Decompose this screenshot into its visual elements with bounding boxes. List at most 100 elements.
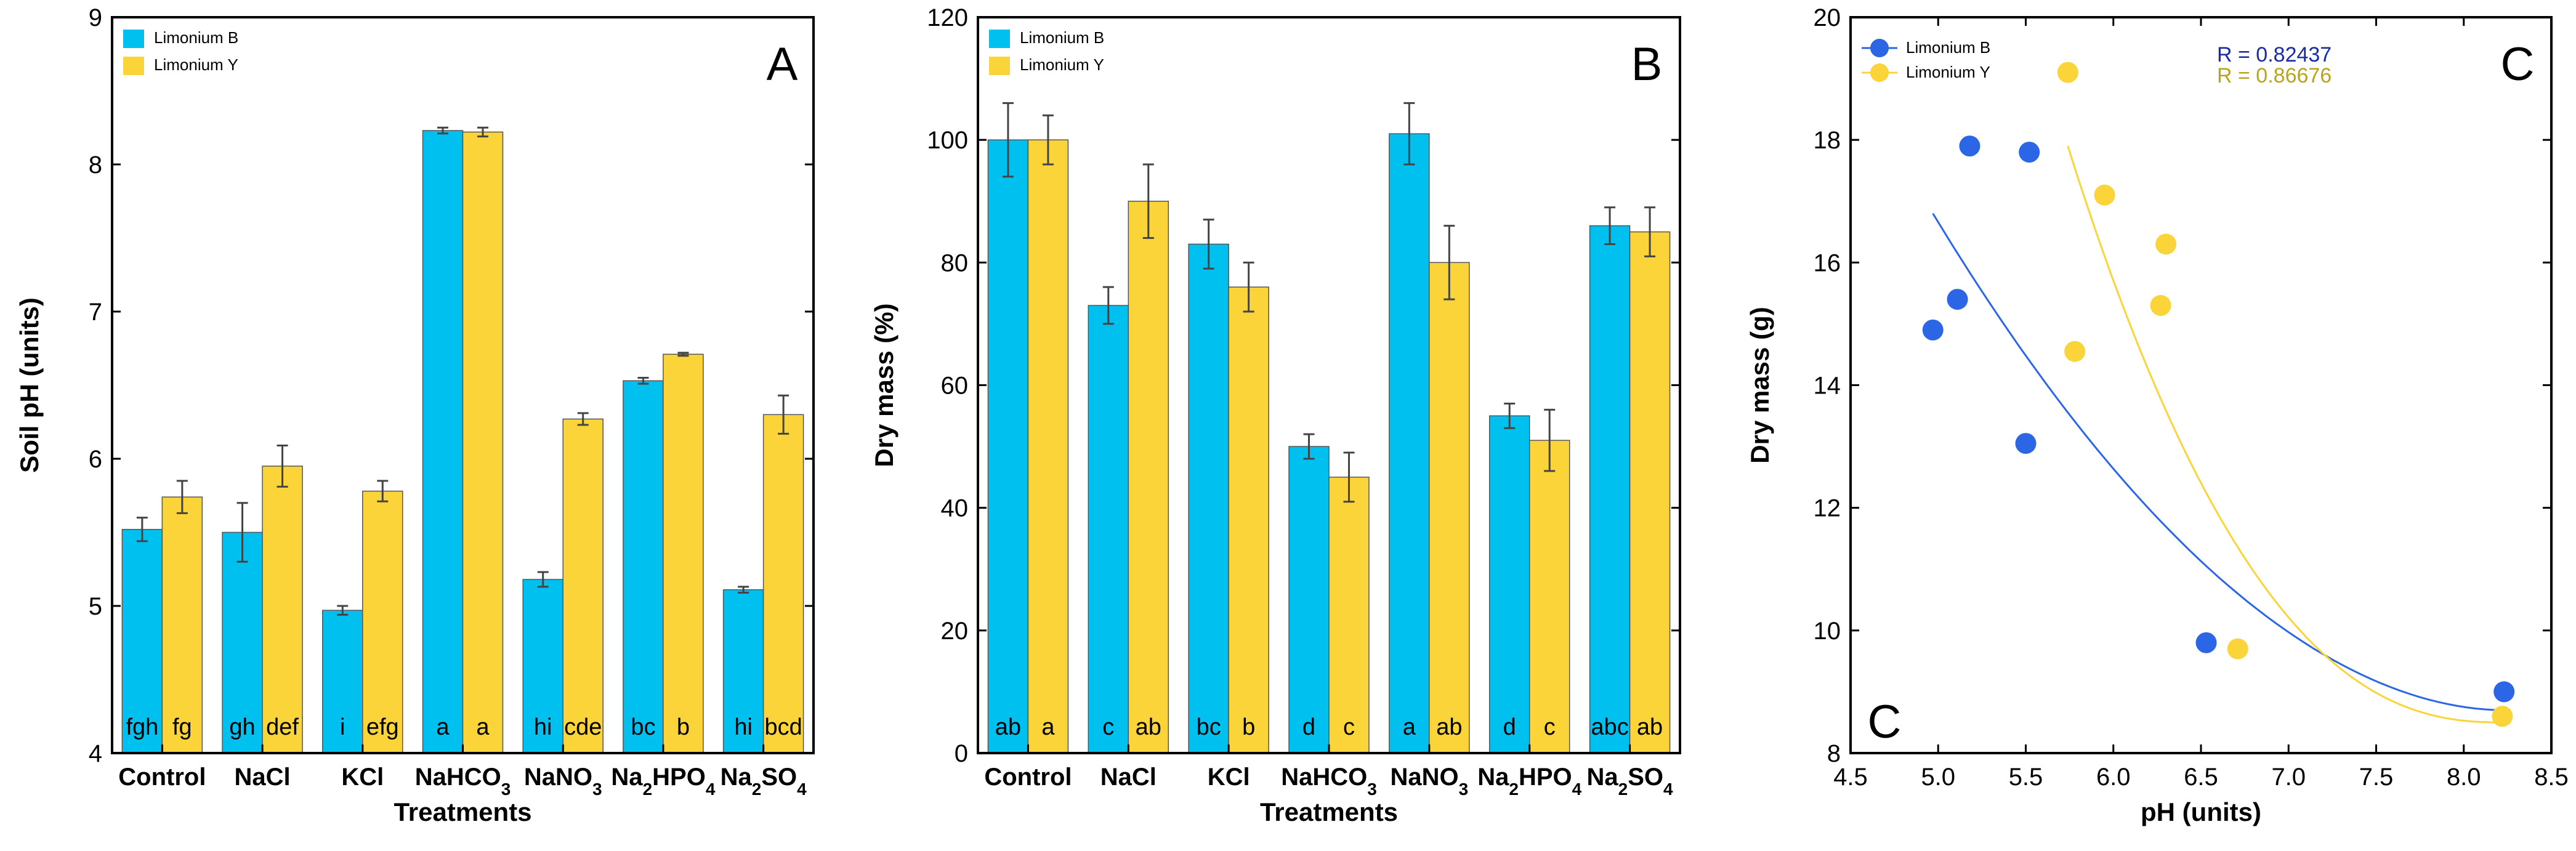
formula-part: HPO <box>652 764 706 791</box>
significance-label: b <box>677 714 690 740</box>
scatter-point <box>2015 433 2037 454</box>
legend-label: Limonium B <box>1020 28 1104 47</box>
bar <box>1128 201 1169 754</box>
significance-label: hi <box>534 714 552 740</box>
y-tick-label: 8 <box>1827 740 1841 767</box>
bar <box>422 130 464 754</box>
x-tick-label: NaNO3 <box>1390 764 1468 799</box>
r-value-limonium-y: R = 0.86676 <box>2217 64 2332 87</box>
legend-marker <box>1870 63 1889 82</box>
scatter-point <box>1922 319 1944 341</box>
subscript: 2 <box>752 780 762 799</box>
x-tick-label: Control <box>984 764 1072 791</box>
panel-letter: B <box>1631 38 1663 91</box>
scatter-point <box>2064 341 2086 362</box>
error-bar <box>778 394 789 435</box>
formula-part: Na <box>611 764 643 791</box>
significance-label: b <box>1242 714 1255 740</box>
bar <box>562 418 604 754</box>
panel-letter: C <box>1868 696 1902 748</box>
error-bar <box>1303 433 1315 460</box>
x-tick-label: 4.5 <box>1833 764 1868 791</box>
significance-label: a <box>1041 714 1055 740</box>
formula-part: SO <box>761 764 797 791</box>
formula-part: NaNO <box>524 764 592 791</box>
x-tick-label: Na2HPO4 <box>611 764 715 799</box>
scatter-point <box>2094 184 2115 206</box>
formula-part: Na <box>721 764 753 791</box>
significance-label: hi <box>734 714 753 740</box>
y-tick-label: 7 <box>89 299 102 326</box>
error-bar <box>1042 114 1054 166</box>
subscript: 3 <box>501 780 511 799</box>
significance-label: a <box>436 714 450 740</box>
error-bar <box>437 126 448 135</box>
y-tick-label: 14 <box>1814 373 1841 400</box>
significance-label: d <box>1302 714 1315 740</box>
legend-swatch <box>989 57 1010 75</box>
significance-label: efg <box>366 714 399 740</box>
subscript: 3 <box>592 780 602 799</box>
legend-swatch <box>989 30 1010 48</box>
subscript: 3 <box>1367 780 1377 799</box>
error-bar <box>537 571 549 588</box>
x-axis-title: Treatments <box>1260 797 1398 826</box>
x-tick-label: NaCl <box>235 764 291 791</box>
y-tick-label: 4 <box>89 740 102 767</box>
bar <box>1088 305 1129 754</box>
y-tick-label: 0 <box>955 740 968 767</box>
error-bar <box>477 126 488 138</box>
error-bar <box>136 517 148 542</box>
legend-marker <box>1870 39 1889 57</box>
bar <box>1629 231 1671 754</box>
subscript: 2 <box>1509 780 1519 799</box>
error-bar <box>1243 261 1254 313</box>
subscript: 4 <box>1572 780 1582 799</box>
error-bar <box>677 352 689 357</box>
scatter-point <box>2057 62 2078 83</box>
y-tick-label: 6 <box>89 446 102 473</box>
significance-label: abc <box>1591 714 1628 740</box>
x-tick-label: 5.0 <box>1921 764 1955 791</box>
y-tick-label: 100 <box>927 127 968 154</box>
scatter-point <box>2150 295 2171 317</box>
x-tick-label: NaHCO3 <box>1281 764 1377 799</box>
subscript: 4 <box>1663 780 1673 799</box>
formula-part: Na <box>1477 764 1509 791</box>
scatter-point <box>2195 632 2217 653</box>
bar <box>987 139 1029 754</box>
formula-part: Na <box>1587 764 1619 791</box>
bar <box>362 490 403 754</box>
y-tick-label: 8 <box>89 151 102 179</box>
scatter-point <box>2493 681 2515 703</box>
y-tick-label: 40 <box>941 495 969 522</box>
bar <box>1528 440 1570 754</box>
subscript: 2 <box>1618 780 1628 799</box>
bar <box>663 353 704 754</box>
y-tick-label: 9 <box>89 4 102 31</box>
error-bar <box>1544 408 1556 472</box>
error-bar <box>1343 451 1355 503</box>
x-tick-label: 8.5 <box>2534 764 2569 791</box>
subscript: 2 <box>643 780 653 799</box>
x-tick-label: Na2SO4 <box>1587 764 1674 799</box>
y-tick-label: 20 <box>941 618 969 645</box>
y-tick-label: 20 <box>1814 4 1841 31</box>
x-tick-label: NaCl <box>1100 764 1157 791</box>
bar <box>262 466 303 754</box>
error-bar <box>1403 102 1415 166</box>
formula-part: NaHCO <box>415 764 501 791</box>
error-bar <box>1102 286 1114 325</box>
y-axis-title: Dry mass (g) <box>1745 307 1774 463</box>
significance-label: ab <box>1637 714 1663 740</box>
error-bar <box>1504 402 1516 429</box>
x-tick-label: 6.0 <box>2096 764 2131 791</box>
error-bar <box>236 502 248 563</box>
y-tick-label: 5 <box>89 593 102 620</box>
legend-label: Limonium Y <box>154 55 238 74</box>
scatter-point <box>2492 706 2513 727</box>
legend-swatch <box>123 30 144 48</box>
y-tick-label: 12 <box>1814 495 1841 522</box>
significance-label: fg <box>172 714 192 740</box>
